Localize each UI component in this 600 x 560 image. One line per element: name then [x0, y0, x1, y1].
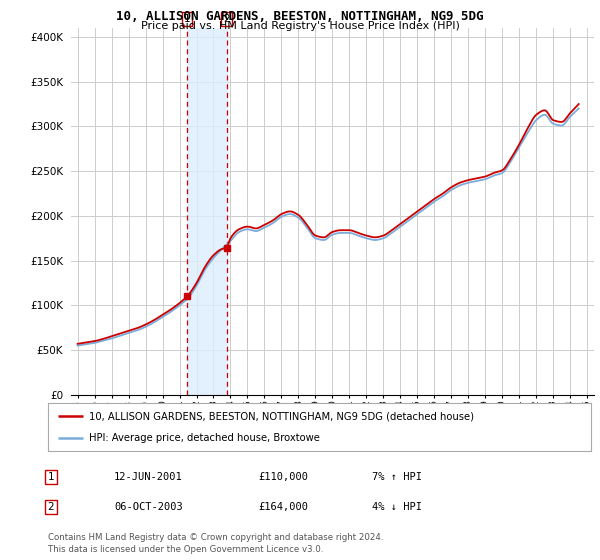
Text: 1: 1 [47, 472, 55, 482]
Text: Contains HM Land Registry data © Crown copyright and database right 2024.: Contains HM Land Registry data © Crown c… [48, 533, 383, 542]
Text: 4% ↓ HPI: 4% ↓ HPI [372, 502, 422, 512]
Text: 2: 2 [47, 502, 55, 512]
Text: 10, ALLISON GARDENS, BEESTON, NOTTINGHAM, NG9 5DG: 10, ALLISON GARDENS, BEESTON, NOTTINGHAM… [116, 10, 484, 23]
Text: 12-JUN-2001: 12-JUN-2001 [114, 472, 183, 482]
Text: £110,000: £110,000 [258, 472, 308, 482]
Text: Price paid vs. HM Land Registry's House Price Index (HPI): Price paid vs. HM Land Registry's House … [140, 21, 460, 31]
Text: 06-OCT-2003: 06-OCT-2003 [114, 502, 183, 512]
Text: HPI: Average price, detached house, Broxtowe: HPI: Average price, detached house, Brox… [89, 433, 320, 443]
Text: 10, ALLISON GARDENS, BEESTON, NOTTINGHAM, NG9 5DG (detached house): 10, ALLISON GARDENS, BEESTON, NOTTINGHAM… [89, 411, 474, 421]
Bar [187, 28, 227, 395]
Text: This data is licensed under the Open Government Licence v3.0.: This data is licensed under the Open Gov… [48, 545, 323, 554]
Text: 7% ↑ HPI: 7% ↑ HPI [372, 472, 422, 482]
Text: 1: 1 [184, 15, 190, 24]
Text: £164,000: £164,000 [258, 502, 308, 512]
Text: 2: 2 [223, 15, 230, 24]
